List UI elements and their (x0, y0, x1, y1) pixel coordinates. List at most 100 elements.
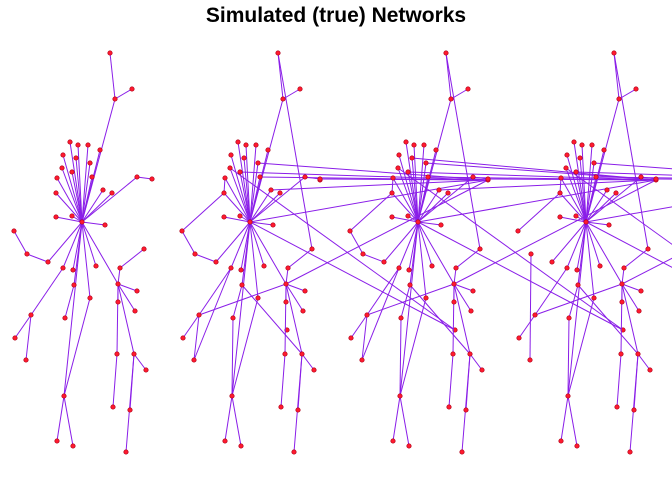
network-edge (249, 221, 274, 226)
network-node (255, 160, 261, 166)
network-edge (391, 192, 419, 223)
network-node (604, 187, 610, 193)
network-edge (181, 192, 225, 232)
network-edge (565, 167, 587, 223)
network-edge (81, 221, 106, 226)
network-edge (417, 221, 455, 285)
network-edge (119, 248, 145, 269)
network-node (114, 351, 120, 357)
network-edge (193, 314, 200, 361)
network-node (222, 438, 228, 444)
network-edge (417, 179, 657, 223)
network-node (70, 443, 76, 449)
network-node (283, 281, 289, 287)
network-node (619, 299, 625, 305)
network-node (257, 174, 263, 180)
network-node (228, 265, 234, 271)
network-edge (595, 176, 672, 179)
network-node (406, 443, 412, 449)
network-node (192, 251, 198, 257)
network-edge (585, 221, 610, 226)
network-node (360, 251, 366, 257)
network-node (407, 282, 413, 288)
network-node (265, 147, 271, 153)
network-node (411, 142, 417, 148)
network-node (117, 265, 123, 271)
network-node (589, 142, 595, 148)
network-node (283, 299, 289, 305)
network-node (451, 281, 457, 287)
network-edge (62, 154, 83, 223)
network-edge (231, 221, 251, 397)
network-edge (593, 162, 672, 170)
network-node (593, 174, 599, 180)
network-edge (231, 395, 242, 447)
node-group (347, 50, 659, 455)
network-node (45, 259, 51, 265)
network-node (636, 308, 642, 314)
network-edge (56, 395, 65, 442)
network-edge (585, 221, 623, 285)
network-edge (112, 353, 118, 408)
network-node (143, 367, 149, 373)
network-edge (565, 167, 672, 245)
network-node (89, 174, 95, 180)
network-node (415, 219, 421, 225)
network-edge (616, 353, 622, 408)
network-edge (349, 192, 393, 232)
network-edge (231, 317, 234, 397)
network-node (558, 175, 564, 181)
network-edge (417, 221, 624, 331)
network-node (62, 315, 68, 321)
network-edge (63, 395, 74, 447)
network-node (59, 165, 65, 171)
network-edge (581, 144, 587, 223)
network-edge (117, 283, 138, 292)
network-node (191, 357, 197, 363)
network-node (67, 139, 73, 145)
network-edge (319, 178, 489, 181)
network-node (12, 335, 18, 341)
network-node (221, 214, 227, 220)
network-node (549, 259, 555, 265)
network-node (275, 50, 281, 56)
network-edge (397, 167, 419, 223)
network-node (470, 288, 476, 294)
network-node (348, 335, 354, 341)
network-node (421, 142, 427, 148)
network-node (470, 174, 476, 180)
network-edge (567, 297, 595, 397)
network-edge (47, 221, 83, 263)
network-node (60, 152, 66, 158)
network-node (403, 139, 409, 145)
network-edge (61, 167, 83, 223)
network-edge (81, 192, 113, 223)
network-edge (194, 253, 217, 263)
network-edge (575, 171, 672, 176)
network-edge (529, 253, 532, 361)
network-edge (249, 176, 306, 223)
network-node (425, 174, 431, 180)
network-edge (453, 283, 474, 292)
network-node (575, 282, 581, 288)
network-edge (13, 230, 28, 255)
network-node (573, 213, 579, 219)
network-edge (452, 283, 455, 355)
network-node (97, 147, 103, 153)
network-edge (405, 141, 419, 223)
network-edge (285, 283, 303, 355)
network-edge (349, 230, 364, 255)
network-node (577, 155, 583, 161)
network-edge (620, 283, 623, 355)
network-edge (585, 221, 672, 268)
network-edge (585, 192, 617, 223)
network-node (390, 438, 396, 444)
network-node (638, 288, 644, 294)
network-node (270, 222, 276, 228)
network-node (261, 263, 267, 269)
network-node (406, 267, 412, 273)
network-edge (361, 267, 400, 361)
network-edge (613, 52, 649, 250)
